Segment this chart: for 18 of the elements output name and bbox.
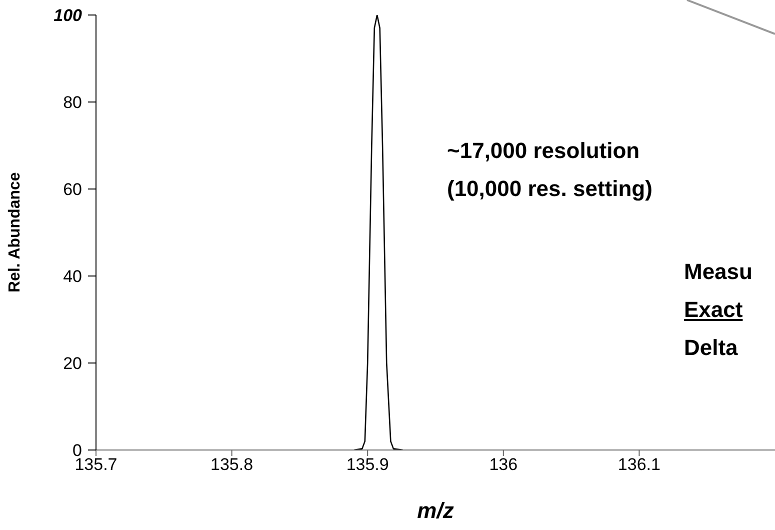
x-tick-label: 136 (489, 455, 518, 474)
x-tick-label: 135.9 (346, 455, 389, 474)
y-tick-label: 20 (63, 354, 82, 373)
y-tick-label: 40 (63, 267, 82, 286)
line-series (353, 15, 404, 450)
annotation: ~17,000 resolution (447, 137, 640, 164)
y-axis-title: Rel. Abundance (6, 172, 24, 292)
annotation: Measu (684, 258, 752, 285)
x-tick-label: 135.7 (74, 455, 118, 474)
annotation: Delta (684, 334, 738, 361)
x-tick-label: 135.8 (210, 455, 254, 474)
x-axis-title: m/z (417, 498, 454, 523)
annotation: (10,000 res. setting) (447, 175, 652, 202)
x-tick-label: 136.1 (618, 455, 660, 474)
y-tick-label: 80 (63, 93, 82, 112)
annotation: Exact (684, 296, 743, 323)
y-tick-label: 100 (54, 6, 83, 25)
y-tick-label: 60 (63, 180, 82, 199)
